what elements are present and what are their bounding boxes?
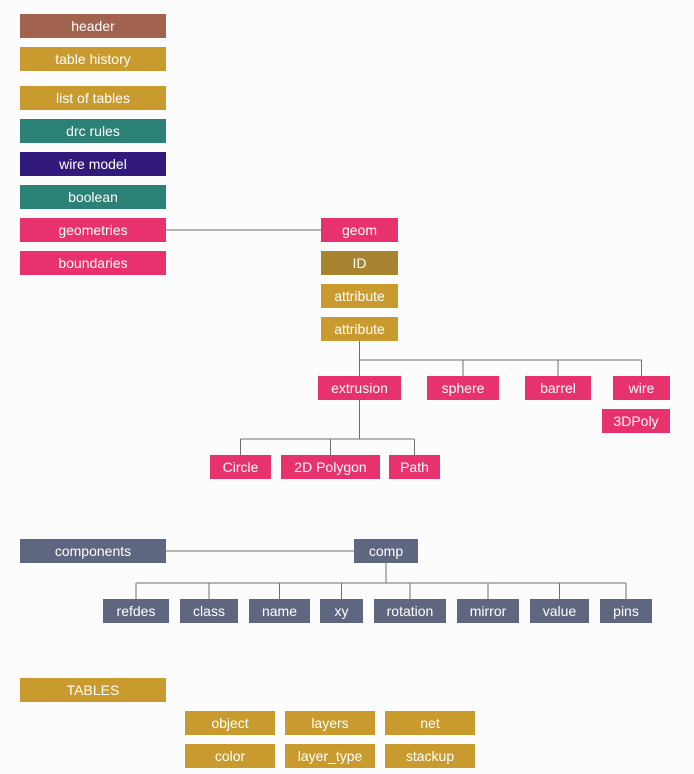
node-boolean: boolean — [20, 185, 166, 209]
node-rotation: rotation — [374, 599, 446, 623]
node-pins: pins — [600, 599, 652, 623]
node-drc_rules: drc rules — [20, 119, 166, 143]
node-header: header — [20, 14, 166, 38]
node-geom: geom — [321, 218, 398, 242]
node-color: color — [185, 744, 275, 768]
node-class: class — [180, 599, 238, 623]
node-tables: TABLES — [20, 678, 166, 702]
node-components: components — [20, 539, 166, 563]
node-polygon2d: 2D Polygon — [281, 455, 380, 479]
node-wire: wire — [613, 376, 670, 400]
node-boundaries: boundaries — [20, 251, 166, 275]
node-table_history: table history — [20, 47, 166, 71]
node-layer_type: layer_type — [285, 744, 375, 768]
node-attr2: attribute — [321, 317, 398, 341]
node-xy: xy — [320, 599, 363, 623]
node-net: net — [385, 711, 475, 735]
node-sphere: sphere — [427, 376, 499, 400]
node-object: object — [185, 711, 275, 735]
node-value: value — [530, 599, 589, 623]
node-id: ID — [321, 251, 398, 275]
node-stackup: stackup — [385, 744, 475, 768]
node-comp: comp — [354, 539, 418, 563]
node-poly3d: 3DPoly — [602, 409, 670, 433]
node-geometries: geometries — [20, 218, 166, 242]
node-mirror: mirror — [457, 599, 519, 623]
node-path: Path — [389, 455, 440, 479]
node-list_of_tables: list of tables — [20, 86, 166, 110]
node-attr1: attribute — [321, 284, 398, 308]
node-layers: layers — [285, 711, 375, 735]
node-wire_model: wire model — [20, 152, 166, 176]
node-name: name — [249, 599, 310, 623]
node-refdes: refdes — [103, 599, 169, 623]
node-extrusion: extrusion — [318, 376, 401, 400]
node-circle: Circle — [210, 455, 271, 479]
node-barrel: barrel — [525, 376, 591, 400]
